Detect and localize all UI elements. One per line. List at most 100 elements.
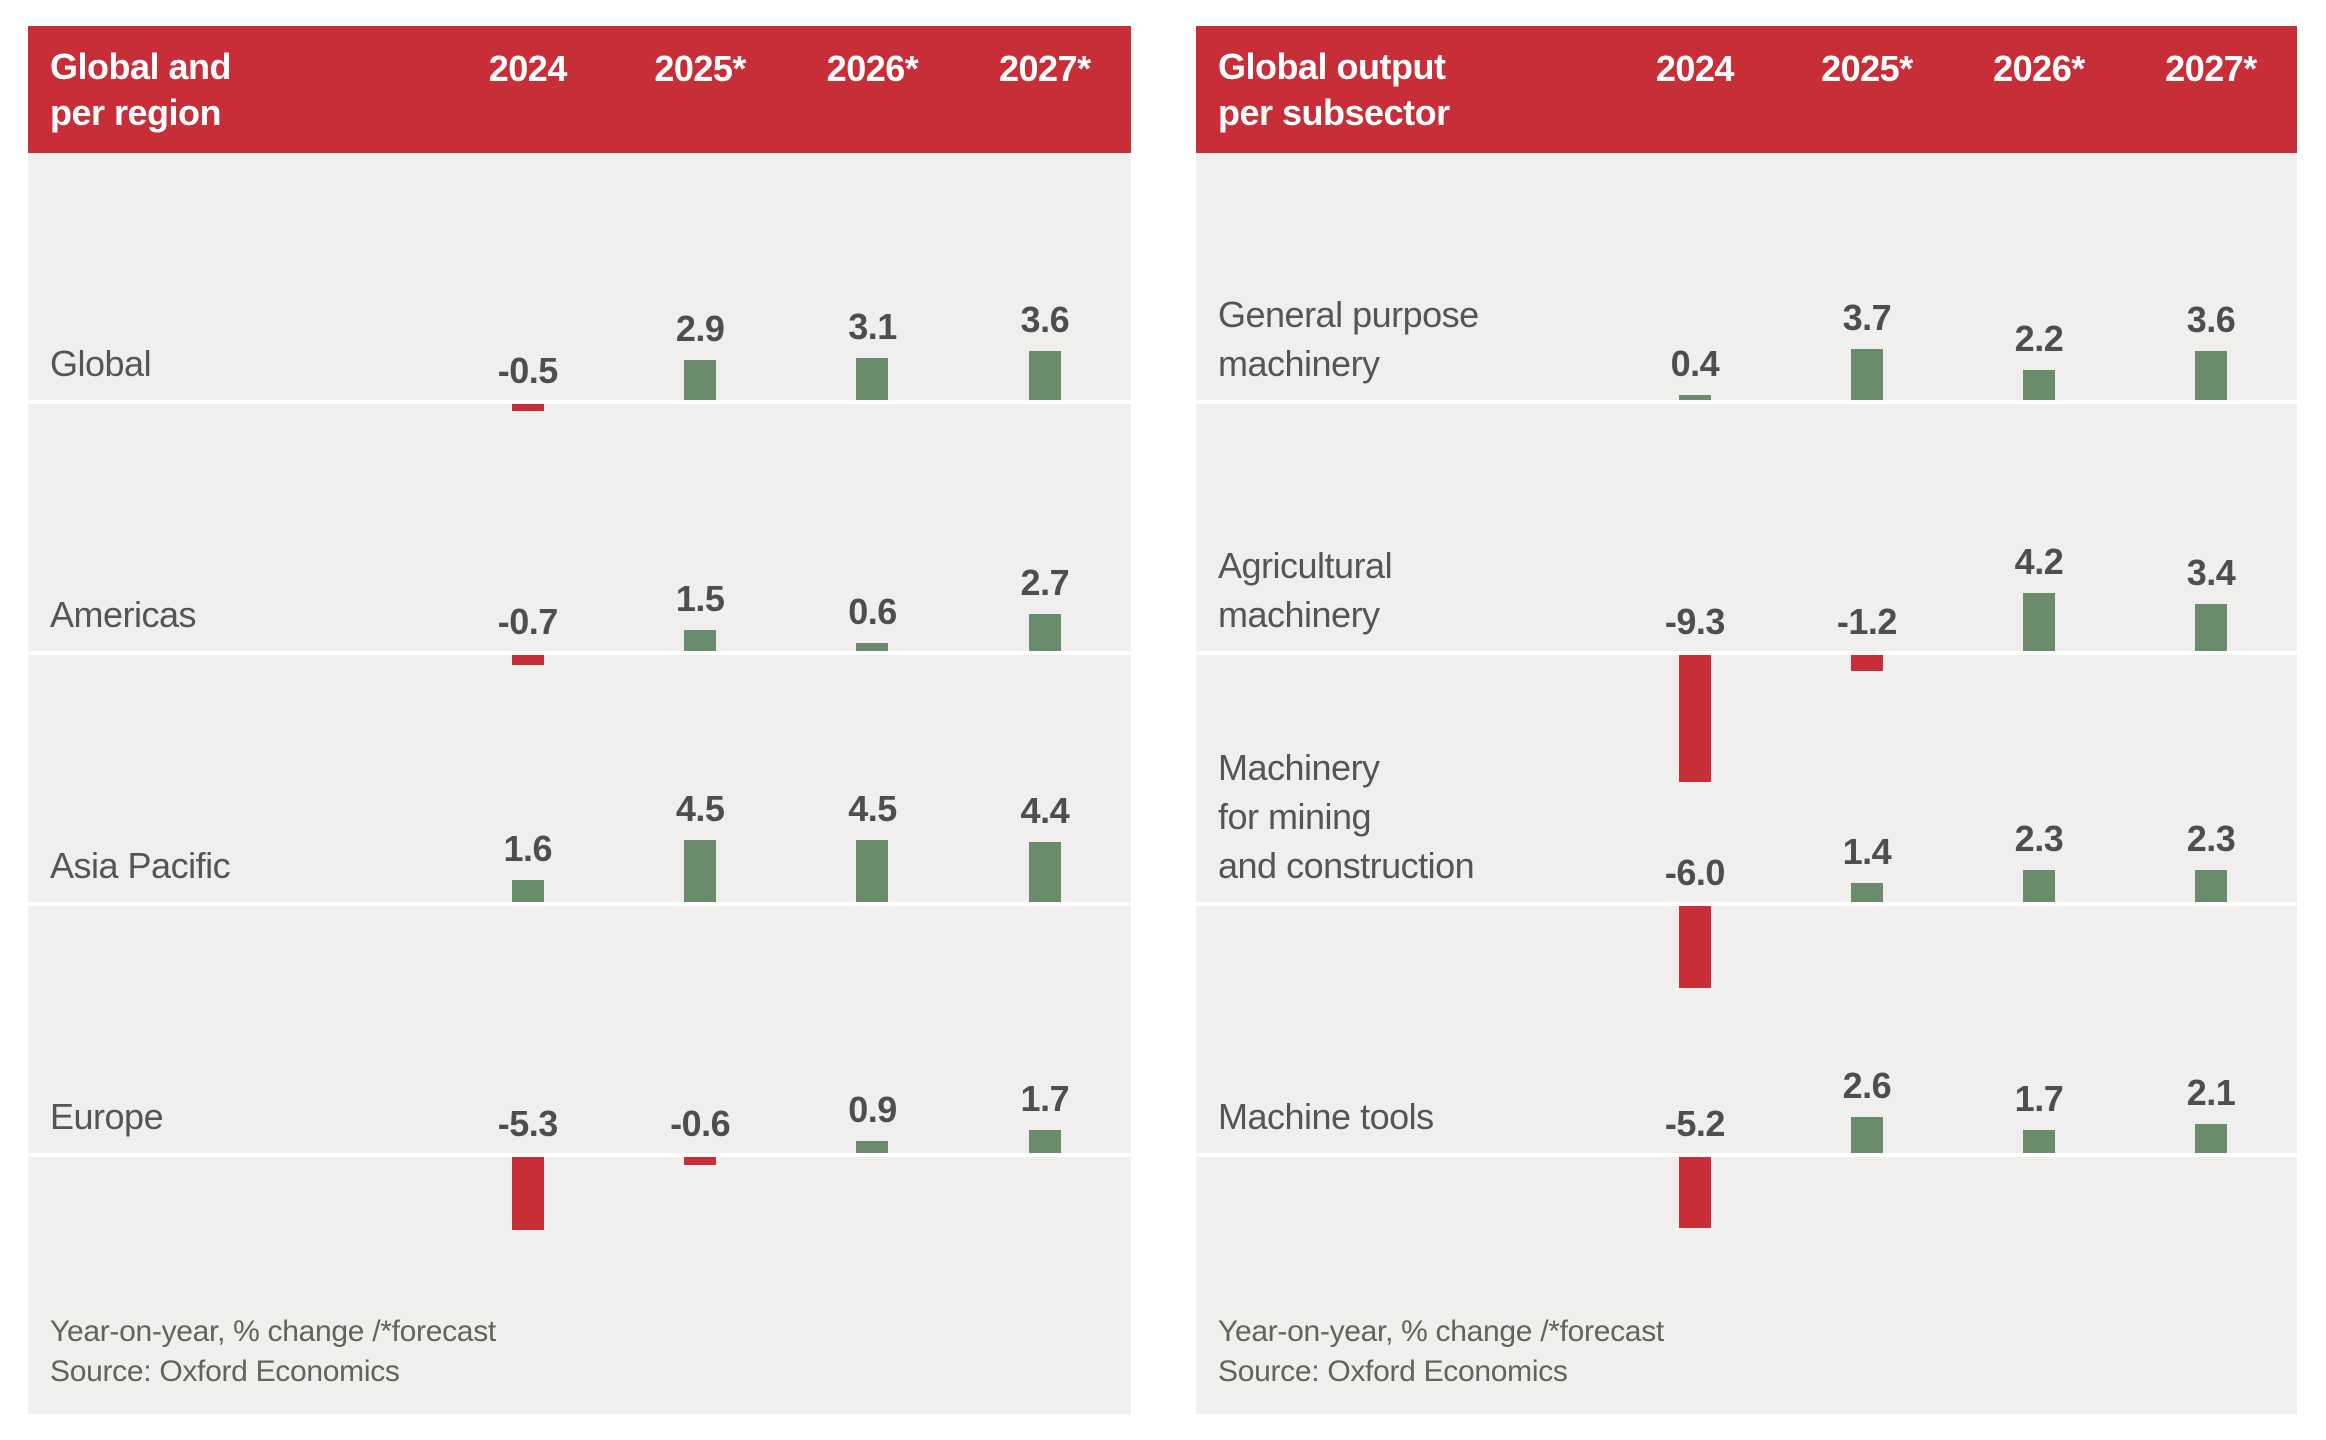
bar: [1678, 395, 1711, 400]
row-label-line: Europe: [50, 1096, 164, 1137]
chart-row: Global -0.5 2.9 3.1 3.6: [28, 153, 1131, 411]
bar-value-label: 0.4: [1670, 343, 1720, 384]
panel-title: Global output per subsector: [1218, 44, 1450, 136]
bar: [511, 1157, 544, 1230]
bar-cell: 3.7: [1781, 153, 1953, 404]
bar-value-label: 4.5: [675, 788, 725, 829]
bar-cell: 3.6: [959, 153, 1131, 404]
panel-footer: Year-on-year, % change /*forecast Source…: [28, 1157, 1131, 1414]
bar-value-label: -6.0: [1664, 852, 1726, 893]
bar: [1028, 351, 1061, 400]
row-label-line: Asia Pacific: [50, 845, 231, 886]
bar: [2194, 351, 2227, 400]
bar: [1850, 883, 1883, 902]
panel-title-line: per subsector: [1218, 92, 1450, 133]
row-label: Europe: [50, 1092, 164, 1141]
panel-header: Global output per subsector 2024 2025* 2…: [1196, 26, 2297, 153]
bar-value-label: 1.7: [1020, 1078, 1070, 1119]
column-header-2025: 2025*: [1821, 48, 1913, 89]
row-label-line: for mining: [1218, 796, 1372, 837]
bar-cell: 1.5: [614, 404, 786, 655]
bar-cell: 2.7: [959, 404, 1131, 655]
bar-value-label: 3.6: [1020, 299, 1070, 340]
bar: [2022, 870, 2055, 902]
bar-value-label: 4.5: [848, 788, 897, 829]
chart-row: Machinery for mining and construction -6.0 1…: [1196, 655, 2297, 988]
bar-value-label: 1.6: [503, 828, 553, 869]
bar: [1850, 1117, 1883, 1153]
column-header-2024: 2024: [488, 48, 568, 89]
row-label: Asia Pacific: [50, 841, 231, 890]
bar-cell: 4.4: [959, 655, 1131, 906]
bar-cell: 2.6: [1781, 906, 1953, 1157]
row-label-line: and construction: [1218, 845, 1475, 886]
bar: [856, 840, 889, 902]
chart-rows: Global -0.5 2.9 3.1 3.6 Americas -0.7 1.5 0.6 2.7…: [28, 153, 1131, 1230]
bar-value-label: 3.4: [2186, 552, 2236, 593]
bar-value-label: 0.9: [848, 1089, 897, 1130]
bar-value-label: 2.9: [675, 308, 725, 349]
column-header-2026: 2026*: [826, 48, 919, 89]
bar-cell: 3.1: [786, 153, 958, 404]
chart-row: Europe -5.3 -0.6 0.9 1.7: [28, 906, 1131, 1230]
panel-title: Global and per region: [50, 44, 232, 136]
row-label-line: Machinery: [1218, 747, 1380, 788]
bar-value-label: 1.5: [675, 578, 725, 619]
bar: [2194, 1124, 2227, 1153]
column-header-2026: 2026*: [1993, 48, 2085, 89]
bar: [1678, 906, 1711, 988]
column-header-2027: 2027*: [2165, 48, 2257, 89]
bar-cell: -0.5: [442, 153, 614, 411]
chart-row: Agricultural machinery -9.3 -1.2 4.2 3.4: [1196, 404, 2297, 782]
bar-value-label: 2.3: [2186, 818, 2236, 859]
bar-cell: -6.0: [1609, 655, 1781, 988]
bar-value-label: 0.6: [848, 591, 897, 632]
bar: [856, 643, 889, 651]
footer-text: Year-on-year, % change /*forecast Source…: [50, 1312, 496, 1392]
bar: [684, 1157, 717, 1165]
bar-cell: 2.9: [614, 153, 786, 404]
bar-cell: 2.3: [2125, 655, 2297, 906]
bar: [511, 404, 544, 411]
bar-value-label: 2.3: [2014, 818, 2064, 859]
column-header-2027: 2027*: [999, 48, 1091, 89]
bar-value-label: 1.4: [1842, 831, 1892, 872]
row-label: Global: [50, 339, 152, 388]
bar-value-label: 4.2: [2014, 541, 2064, 582]
row-label: Machinery for mining and construction: [1218, 743, 1475, 890]
bar-value-label: 2.1: [2186, 1072, 2236, 1113]
row-label-line: Machine tools: [1218, 1096, 1434, 1137]
bar-value-label: 2.7: [1020, 562, 1070, 603]
bar-cell: -0.7: [442, 404, 614, 665]
row-label: Agricultural machinery: [1218, 541, 1393, 639]
footnote: Year-on-year, % change /*forecast: [50, 1315, 496, 1348]
bar: [1850, 655, 1883, 671]
bar-value-label: 2.2: [2014, 318, 2064, 359]
bar: [2022, 593, 2055, 651]
bar-cell: 1.7: [959, 906, 1131, 1157]
bar-cell: 1.7: [1953, 906, 2125, 1157]
chart-rows: General purpose machinery 0.4 3.7 2.2 3.6 Agri…: [1196, 153, 2297, 1228]
bar-cell: 3.4: [2125, 404, 2297, 655]
bar-value-label: 4.4: [1020, 790, 1070, 831]
bar-value-label: 3.7: [1842, 297, 1892, 338]
row-label: Machine tools: [1218, 1092, 1434, 1141]
bar: [684, 840, 717, 902]
chart-row: General purpose machinery 0.4 3.7 2.2 3.6: [1196, 153, 2297, 404]
column-header-2025: 2025*: [654, 48, 746, 89]
bar: [1028, 614, 1061, 651]
bar: [2022, 370, 2055, 400]
panel-title-line: Global and: [50, 46, 232, 87]
bar: [2194, 604, 2227, 651]
bar-value-label: -9.3: [1664, 601, 1726, 642]
source: Source: Oxford Economics: [1218, 1355, 1568, 1388]
bar: [2022, 1130, 2055, 1153]
row-label-line: machinery: [1218, 594, 1380, 635]
footnote: Year-on-year, % change /*forecast: [1218, 1315, 1664, 1348]
bar-value-label: -1.2: [1836, 601, 1898, 642]
row-label: Americas: [50, 590, 197, 639]
panel-header: Global and per region 2024 2025* 2026* 2…: [28, 26, 1131, 153]
row-label-line: Americas: [50, 594, 197, 635]
bar: [1678, 655, 1711, 782]
bar-cell: 1.4: [1781, 655, 1953, 906]
